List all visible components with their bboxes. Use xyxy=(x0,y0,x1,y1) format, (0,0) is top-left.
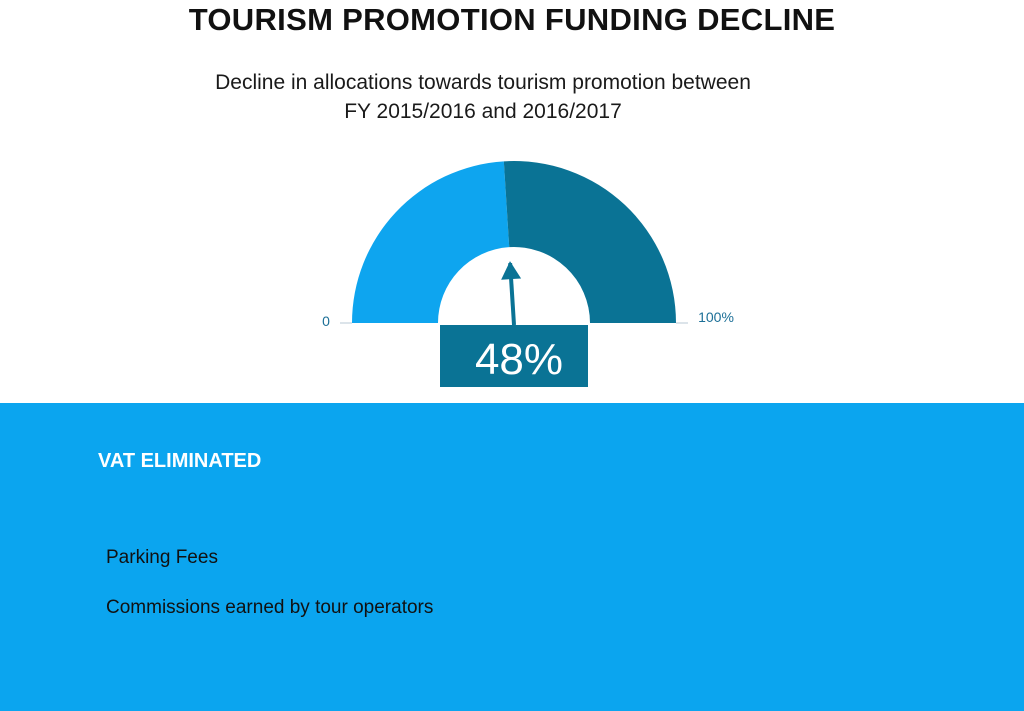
chart-subtitle: Decline in allocations towards tourism p… xyxy=(0,68,966,126)
list-item-commissions: Commissions earned by tour operators xyxy=(106,597,434,618)
vat-eliminated-panel: VAT ELIMINATED Parking Fees Commissions … xyxy=(0,403,1024,711)
gauge-value-box xyxy=(440,325,588,387)
gauge-min-label: 0 xyxy=(322,313,330,329)
gauge-max-label: 100% xyxy=(698,309,734,325)
gauge-remaining-arc xyxy=(503,161,676,323)
page-title: TOURISM PROMOTION FUNDING DECLINE xyxy=(188,2,836,37)
gauge-chart: 0 100% 48% xyxy=(322,161,734,387)
list-item-parking-fees: Parking Fees xyxy=(106,547,218,568)
gauge-needle-arrowhead xyxy=(501,261,522,280)
gauge-value-label: 48% xyxy=(475,335,563,384)
subtitle-line-1: Decline in allocations towards tourism p… xyxy=(215,71,751,94)
panel-heading: VAT ELIMINATED xyxy=(98,450,262,472)
subtitle-line-2: FY 2015/2016 and 2016/2017 xyxy=(344,100,622,123)
gauge-filled-arc xyxy=(352,161,510,323)
